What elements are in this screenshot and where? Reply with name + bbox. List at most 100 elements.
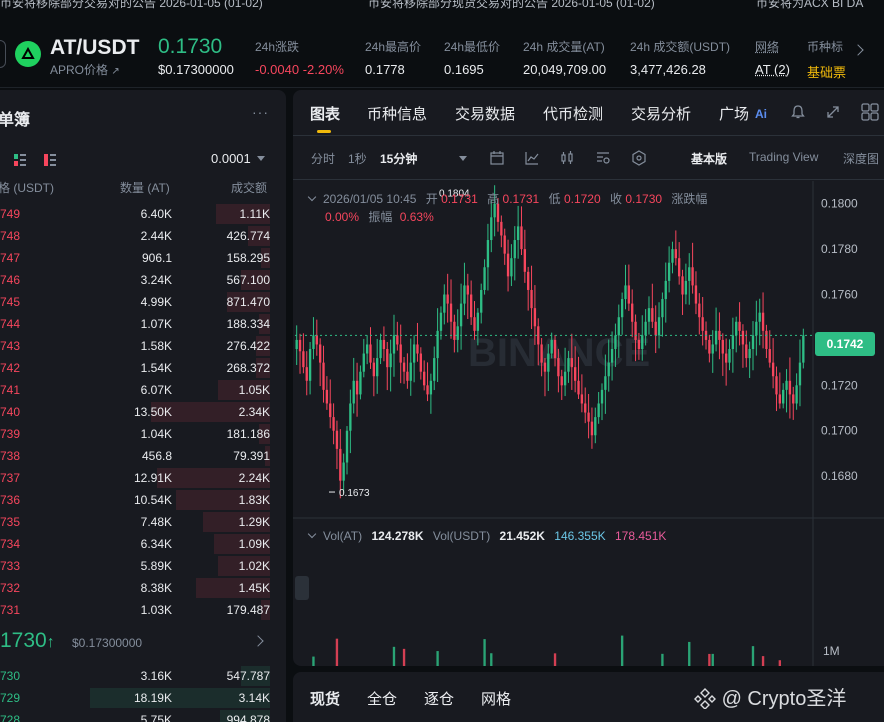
candle-body — [456, 326, 459, 340]
calendar-icon[interactable] — [489, 150, 505, 166]
candle-body — [641, 335, 644, 349]
view-tradingview[interactable]: Trading View — [749, 150, 819, 164]
order-book-row[interactable]: 743 1.58K 276.422 — [0, 335, 286, 357]
order-book-row[interactable]: 742 1.54K 268.372 — [0, 357, 286, 379]
row-price: 740 — [0, 405, 21, 419]
order-book-row[interactable]: 745 4.99K 871.470 — [0, 291, 286, 313]
settings-template-icon[interactable] — [595, 150, 611, 166]
depth-bar — [256, 358, 270, 378]
candle-body — [376, 358, 379, 377]
candle-body — [798, 362, 802, 386]
depth-bar — [261, 248, 270, 268]
bell-icon[interactable] — [790, 104, 806, 120]
candle-body — [355, 380, 359, 395]
stat-token-tag[interactable]: 币种标 基础票 — [807, 40, 847, 80]
row-total: 1.02K — [238, 559, 270, 573]
order-book-row[interactable]: 749 6.40K 1.11K — [0, 203, 286, 225]
candle-body — [443, 294, 446, 313]
y-tick-label: 0.1760 — [821, 288, 858, 302]
tab-spot[interactable]: 现货 — [310, 691, 341, 708]
candle-body — [691, 267, 694, 286]
volume-bar — [711, 653, 714, 666]
candlestick-chart[interactable]: BINANCE0.18000.17800.17600.17400.17200.1… — [293, 181, 884, 666]
order-book-row[interactable]: 732 8.38K 1.45K — [0, 577, 286, 599]
order-book-row[interactable]: 737 12.91K 2.24K — [0, 467, 286, 489]
collapse-chevron-icon[interactable] — [307, 192, 317, 202]
row-total: 994.878 — [226, 713, 270, 722]
row-price: 744 — [0, 317, 21, 331]
chevron-down-icon[interactable] — [257, 156, 265, 161]
layout-grid-icon[interactable] — [861, 103, 879, 121]
indicator-icon[interactable] — [524, 150, 540, 166]
chart-toolbar: 分时 1秒 15分钟 基本版 Trading View 深度图 — [293, 136, 884, 180]
tab-cross-margin[interactable]: 全仓 — [367, 691, 398, 708]
view-both-icon[interactable] — [14, 153, 26, 166]
candle-style-icon[interactable] — [559, 150, 575, 166]
coin-logo-icon — [15, 41, 41, 67]
candle-body — [708, 339, 711, 354]
order-book-row[interactable]: 731 1.03K 179.487 — [0, 599, 286, 621]
precision-select[interactable]: 0.0001 — [211, 151, 251, 166]
candle-body — [510, 258, 513, 277]
row-qty: 1.58K — [140, 339, 172, 353]
view-asks-icon[interactable] — [44, 153, 56, 166]
tab-square[interactable]: 广场 — [719, 106, 750, 123]
tab-chart[interactable]: 图表 — [310, 106, 341, 123]
ticker-item[interactable]: 币安将移除部分现货交易对的公告 2026-01-05 (01-02) — [368, 0, 655, 10]
candle-body — [372, 362, 376, 377]
row-price: 741 — [0, 383, 21, 397]
volume-bar — [483, 639, 486, 666]
collapse-chevron-icon[interactable] — [307, 529, 317, 539]
ticker-item[interactable]: 币安将移除部分交易对的公告 2026-01-05 (01-02) — [0, 0, 263, 10]
order-book-row[interactable]: 728 5.75K 994.878 — [0, 709, 286, 722]
view-depth[interactable]: 深度图 — [843, 152, 880, 166]
chevron-right-icon[interactable] — [252, 635, 264, 647]
interval-time[interactable]: 分时 — [311, 152, 336, 166]
order-book-row[interactable]: 738 456.8 79.391 — [0, 445, 286, 467]
order-book-row[interactable]: 744 1.07K 188.334 — [0, 313, 286, 335]
order-book-row[interactable]: 748 2.44K 426.774 — [0, 225, 286, 247]
candle-body — [516, 226, 520, 241]
row-qty: 10.54K — [133, 493, 172, 507]
pair-subtitle-link[interactable]: APRO价格 ↗ — [50, 63, 120, 77]
order-book-row[interactable]: 730 3.16K 547.787 — [0, 665, 286, 687]
candle-body — [486, 240, 490, 268]
order-book-row[interactable]: 739 1.04K 181.186 — [0, 423, 286, 445]
order-book-row[interactable]: 736 10.54K 1.83K — [0, 489, 286, 511]
interval-1s[interactable]: 1秒 — [348, 152, 367, 166]
candle-body — [466, 285, 469, 295]
ticker-item[interactable]: 币安将为ACX BI DA — [756, 0, 864, 10]
row-qty: 1.07K — [140, 317, 172, 331]
interval-15m[interactable]: 15分钟 — [380, 152, 418, 166]
tab-trade-analysis[interactable]: 交易分析 — [631, 106, 692, 123]
expand-icon[interactable] — [825, 104, 841, 120]
tab-grid[interactable]: 网格 — [481, 691, 512, 708]
depth-bar — [265, 446, 270, 466]
tab-coin-info[interactable]: 币种信息 — [367, 106, 428, 123]
order-book-row[interactable]: 729 18.19K 3.14K — [0, 687, 286, 709]
order-book-row[interactable]: 735 7.48K 1.29K — [0, 511, 286, 533]
tab-token-check[interactable]: 代币检测 — [543, 106, 604, 123]
order-book-view-toggle — [14, 153, 56, 166]
chevron-right-icon[interactable] — [852, 44, 864, 56]
settings-icon[interactable] — [631, 150, 647, 166]
candle-body — [322, 362, 325, 390]
tab-trading-data[interactable]: 交易数据 — [455, 106, 516, 123]
stat-network[interactable]: 网络 AT (2) — [755, 40, 790, 77]
favorite-button[interactable] — [0, 40, 6, 68]
candle-body — [684, 280, 688, 295]
candle-body — [792, 394, 795, 404]
order-book-row[interactable]: 747 906.1 158.295 — [0, 247, 286, 269]
candle-body — [765, 330, 768, 349]
candle-body — [745, 344, 748, 359]
order-book-row[interactable]: 733 5.89K 1.02K — [0, 555, 286, 577]
order-book-row[interactable]: 746 3.24K 567.100 — [0, 269, 286, 291]
tab-isolated-margin[interactable]: 逐仓 — [424, 691, 455, 708]
order-book-row[interactable]: 734 6.34K 1.09K — [0, 533, 286, 555]
view-basic[interactable]: 基本版 — [691, 152, 728, 166]
chevron-down-icon[interactable] — [459, 156, 467, 161]
order-book-row[interactable]: 740 13.50K 2.34K — [0, 401, 286, 423]
more-options-icon[interactable]: ··· — [252, 104, 269, 120]
order-book-row[interactable]: 741 6.07K 1.05K — [0, 379, 286, 401]
y-tick-label: 0.1780 — [821, 242, 858, 256]
